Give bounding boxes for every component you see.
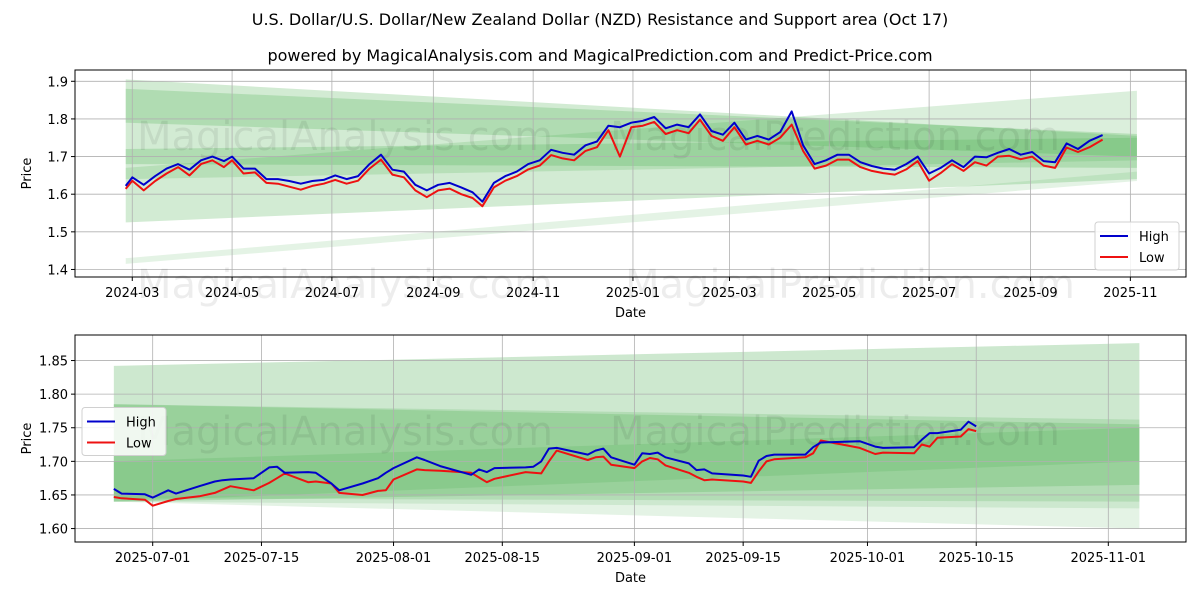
x-tick-label: 2025-09-15 (705, 551, 781, 566)
support-resistance-band (113, 404, 1140, 502)
watermark: MagicalPrediction.com (610, 409, 1060, 455)
x-tick-label: 2025-03 (702, 286, 756, 301)
x-tick-label: 2025-07 (902, 286, 956, 301)
legend: High Low (81, 407, 167, 456)
y-tick-label: 1.7 (47, 151, 68, 166)
series-line-low (113, 428, 977, 507)
chart-subtitle: powered by MagicalAnalysis.com and Magic… (267, 46, 933, 65)
watermark: MagicalAnalysis.com (137, 262, 553, 308)
x-tick-label: 2024-05 (205, 286, 259, 301)
grid (75, 335, 1186, 542)
x-tick-label: 2024-03 (105, 286, 159, 301)
support-resistance-band (125, 79, 1137, 157)
x-tick-label: 2025-11 (1103, 286, 1157, 301)
support-resistance-band (113, 427, 1140, 502)
x-tick-label: 2025-05 (802, 286, 856, 301)
legend: High Low (1094, 221, 1180, 271)
support-resistance-band (113, 343, 1140, 529)
x-tick-label: 2025-09-01 (597, 551, 673, 566)
legend-label-high: High (1139, 230, 1169, 245)
y-tick-label: 1.6 (47, 188, 68, 203)
y-tick-label: 1.75 (39, 422, 68, 437)
watermark: MagicalPrediction.com (610, 114, 1060, 160)
series (124, 110, 1104, 208)
x-tick-label: 2025-07-15 (224, 551, 300, 566)
y-tick-label: 1.60 (39, 523, 68, 538)
x-tick-label: 2025-09 (1003, 286, 1057, 301)
grid (75, 70, 1186, 277)
watermark: MagicalAnalysis.com (137, 409, 553, 455)
y-tick-label: 1.5 (47, 226, 68, 241)
x-tick-label: 2025-11-01 (1071, 551, 1147, 566)
x-tick-label: 2024-11 (506, 286, 560, 301)
series-line-high (124, 110, 1103, 203)
series (113, 420, 977, 507)
history-chart: MagicalAnalysis.com MagicalPrediction.com… (20, 69, 1187, 321)
plot-frame (74, 334, 1187, 543)
x-tick-label: 2024-09 (406, 286, 460, 301)
y-tick-label: 1.4 (47, 263, 68, 278)
x-tick-label: 2025-08-15 (465, 551, 541, 566)
x-tick-label: 2025-10-15 (938, 551, 1014, 566)
legend-label-high: High (126, 416, 156, 431)
support-resistance-band (125, 88, 1137, 223)
x-tick-label: 2025-08-01 (356, 551, 432, 566)
watermark: MagicalAnalysis.com (137, 114, 553, 160)
y-tick-label: 1.70 (39, 455, 68, 470)
y-tick-label: 1.80 (39, 388, 68, 403)
x-tick-label: 2025-10-01 (830, 551, 906, 566)
support-resistance-band (125, 171, 1137, 264)
x-tick-label: 2024-07 (305, 286, 359, 301)
y-tick-label: 1.65 (39, 489, 68, 504)
x-axis-label: Date (615, 571, 646, 586)
y-axis-label: Price (20, 158, 35, 190)
series-line-low (124, 118, 1104, 208)
x-tick-label: 2025-07-01 (115, 551, 191, 566)
watermark: MagicalPrediction.com (625, 262, 1075, 308)
bands (113, 343, 1140, 529)
support-resistance-band (113, 404, 1140, 502)
plot-frame (74, 69, 1187, 278)
y-tick-label: 1.9 (47, 75, 68, 90)
x-axis-label: Date (615, 306, 646, 321)
y-axis-label: Price (20, 423, 35, 455)
series-line-high (113, 420, 977, 499)
y-tick-label: 1.85 (39, 355, 68, 370)
legend-label-low: Low (1139, 251, 1165, 266)
recent-chart: MagicalAnalysis.com MagicalPrediction.com… (20, 334, 1187, 586)
bands (125, 79, 1137, 264)
legend-label-low: Low (126, 437, 152, 452)
chart-title: U.S. Dollar/U.S. Dollar/New Zealand Doll… (251, 10, 949, 29)
x-tick-label: 2025-01 (606, 286, 660, 301)
support-resistance-band (113, 343, 1140, 509)
y-tick-label: 1.8 (47, 113, 68, 128)
